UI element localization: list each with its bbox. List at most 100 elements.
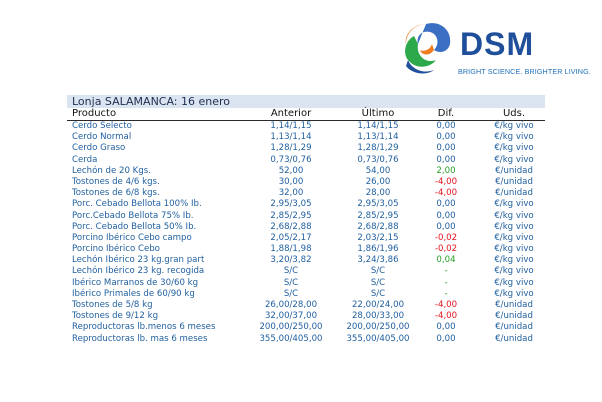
cell-anterior: 1,28/1,29 xyxy=(270,143,312,154)
cell-uds: €/kg vivo xyxy=(494,132,534,143)
table-header: Producto Anterior Último Dif. Uds. xyxy=(67,108,545,121)
cell-anterior: 2,85/2,95 xyxy=(270,210,312,221)
header-anterior: Anterior xyxy=(270,108,312,119)
cell-uds: €/kg vivo xyxy=(494,121,534,131)
cell-anterior: 2,68/2,88 xyxy=(270,221,312,232)
cell-uds: €/kg vivo xyxy=(494,199,534,210)
cell-ultimo: 22,00/24,00 xyxy=(351,300,405,310)
cell-uds: €/kg vivo xyxy=(494,266,534,277)
cell-uds: €/unidad xyxy=(495,322,533,333)
cell-uds: €/unidad xyxy=(495,165,533,176)
logo-tagline: BRIGHT SCIENCE. BRIGHTER LIVING. xyxy=(458,67,591,76)
table-row: Lechón Ibérico 23 kg.gran part 3,20/3,82 3… xyxy=(67,255,545,266)
cell-ultimo: 2,85/2,95 xyxy=(357,210,399,221)
cell-ultimo: 200,00/250,00 xyxy=(346,322,410,333)
cell-uds: €/kg vivo xyxy=(494,221,534,232)
cell-dif: -4,00 xyxy=(434,300,458,310)
cell-dif: 2,00 xyxy=(436,165,456,176)
cell-anterior: 1,88/1,98 xyxy=(270,244,312,255)
table-row: Cerda 0,73/0,76 0,73/0,76 0,00 €/kg vivo xyxy=(67,155,545,166)
cell-ultimo: 26,00 xyxy=(365,176,391,187)
cell-producto: Cerda xyxy=(72,154,98,165)
logo-name: DSM xyxy=(460,26,535,62)
cell-ultimo: 2,95/3,05 xyxy=(357,199,399,210)
table-row: Porcino Ibérico Cebo campo 2,05/2,17 2,03/… xyxy=(67,233,545,244)
cell-dif: - xyxy=(444,288,448,299)
table-row: Porc. Cebado Bellota 50% Ib. 2,68/2,88 2,6… xyxy=(67,222,545,233)
cell-dif: - xyxy=(444,266,448,277)
cell-dif: 0,00 xyxy=(436,154,456,165)
cell-anterior: 3,20/3,82 xyxy=(270,255,312,266)
table-row: Tostones de 6/8 kgs. 32,00 28,00 -4,00 €/uni… xyxy=(67,188,545,199)
cell-producto: Ibérico Marranos de 30/60 kg xyxy=(72,277,199,288)
cell-ultimo: 2,03/2,15 xyxy=(357,232,399,243)
cell-anterior: 1,13/1,14 xyxy=(270,132,312,143)
cell-uds: €/unidad xyxy=(495,311,533,322)
cell-producto: Porcino Ibérico Cebo campo xyxy=(72,232,192,243)
cell-anterior: 1,14/1,15 xyxy=(270,121,312,131)
cell-ultimo: 28,00 xyxy=(365,188,391,199)
cell-ultimo: 1,86/1,96 xyxy=(357,244,399,255)
cell-anterior: 2,95/3,05 xyxy=(270,199,312,210)
table-row: Tostones de 4/6 kgs. 30,00 26,00 -4,00 €/uni… xyxy=(67,177,545,188)
table-row: Porc. Cebado Bellota 100% Ib. 2,95/3,05 2,… xyxy=(67,199,545,210)
cell-ultimo: 0,73/0,76 xyxy=(357,154,399,165)
cell-producto: Porc.Cebado Bellota 75% Ib. xyxy=(72,210,194,221)
table-row: Reproductoras lb. mas 6 meses 355,00/405,… xyxy=(67,334,545,345)
cell-ultimo: 355,00/405,00 xyxy=(346,333,410,344)
cell-producto: Lechón de 20 Kgs. xyxy=(72,165,151,176)
cell-producto: Reproductoras lb. mas 6 meses xyxy=(72,333,208,344)
cell-anterior: 26,00/28,00 xyxy=(264,300,318,310)
cell-producto: Cerdo Selecto xyxy=(72,121,132,131)
cell-dif: -4,00 xyxy=(434,176,458,187)
table-row: Porc.Cebado Bellota 75% Ib. 2,85/2,95 2,85… xyxy=(67,211,545,222)
cell-uds: €/kg vivo xyxy=(494,244,534,255)
cell-uds: €/kg vivo xyxy=(494,277,534,288)
table-row: Cerdo Normal 1,13/1,14 1,13/1,14 0,00 €/kg v… xyxy=(67,132,545,143)
cell-producto: Lechón Ibérico 23 kg. recogida xyxy=(72,266,205,277)
cell-dif: -0,02 xyxy=(434,232,458,243)
cell-uds: €/kg vivo xyxy=(494,210,534,221)
table-row: Ibérico Marranos de 30/60 kg S/C S/C - €/kg … xyxy=(67,278,545,289)
cell-ultimo: 28,00/33,00 xyxy=(351,311,405,322)
cell-ultimo: 2,68/2,88 xyxy=(357,221,399,232)
cell-producto: Ibérico Primales de 60/90 kg xyxy=(72,288,195,299)
cell-anterior: 52,00 xyxy=(278,165,304,176)
table-row: Reproductoras lb.menos 6 meses 200,00/250… xyxy=(67,322,545,333)
cell-ultimo: 54,00 xyxy=(365,165,391,176)
cell-anterior: 32,00/37,00 xyxy=(264,311,318,322)
cell-producto: Tostones de 5/8 kg xyxy=(72,300,153,310)
table-body: Cerdo Selecto 1,14/1,15 1,14/1,15 0,00 €/kg … xyxy=(67,121,545,345)
cell-ultimo: S/C xyxy=(370,288,386,299)
cell-anterior: S/C xyxy=(283,266,299,277)
cell-ultimo: 1,13/1,14 xyxy=(357,132,399,143)
cell-producto: Tostones de 6/8 kgs. xyxy=(72,188,160,199)
cell-producto: Porc. Cebado Bellota 50% Ib. xyxy=(72,221,197,232)
table-row: Lechón de 20 Kgs. 52,00 54,00 2,00 €/unidad xyxy=(67,166,545,177)
cell-ultimo: S/C xyxy=(370,266,386,277)
cell-uds: €/unidad xyxy=(495,300,533,310)
cell-uds: €/kg vivo xyxy=(494,154,534,165)
dsm-logo: DSM BRIGHT SCIENCE. BRIGHTER LIVING. xyxy=(396,16,596,86)
cell-ultimo: 3,24/3,86 xyxy=(357,255,399,266)
cell-uds: €/unidad xyxy=(495,188,533,199)
cell-anterior: 200,00/250,00 xyxy=(259,322,323,333)
cell-dif: - xyxy=(444,277,448,288)
cell-producto: Porc. Cebado Bellota 100% Ib. xyxy=(72,199,202,210)
cell-ultimo: 1,14/1,15 xyxy=(357,121,399,131)
cell-dif: 0,04 xyxy=(436,255,456,266)
cell-producto: Lechón Ibérico 23 kg.gran part xyxy=(72,255,205,266)
cell-anterior: 32,00 xyxy=(278,188,304,199)
table-row: Tostones de 5/8 kg 26,00/28,00 22,00/24,00… xyxy=(67,300,545,311)
table-row: Porcino Ibérico Cebo 1,88/1,98 1,86/1,96 -0… xyxy=(67,244,545,255)
cell-dif: -4,00 xyxy=(434,311,458,322)
cell-ultimo: S/C xyxy=(370,277,386,288)
cell-anterior: 30,00 xyxy=(278,176,304,187)
cell-uds: €/kg vivo xyxy=(494,255,534,266)
header-uds: Uds. xyxy=(502,108,526,119)
cell-producto: Cerdo Graso xyxy=(72,143,126,154)
table-row: Lechón Ibérico 23 kg. recogida S/C S/C - €/k… xyxy=(67,266,545,277)
cell-anterior: 0,73/0,76 xyxy=(270,154,312,165)
cell-dif: -4,00 xyxy=(434,188,458,199)
cell-dif: -0,02 xyxy=(434,244,458,255)
